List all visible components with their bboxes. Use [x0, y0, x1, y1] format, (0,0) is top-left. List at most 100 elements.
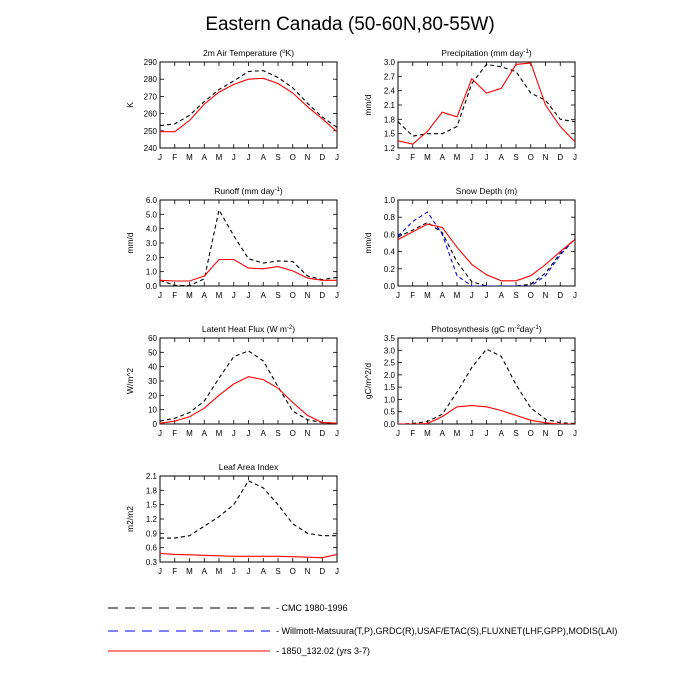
x-tick-label: O	[290, 153, 296, 162]
y-tick-label: 1.5	[384, 130, 396, 139]
panel-title: Leaf Area Index	[219, 462, 279, 472]
x-tick-label: N	[543, 429, 549, 438]
y-tick-label: 0.9	[146, 529, 158, 538]
y-tick-label: 2.0	[384, 371, 396, 380]
x-tick-label: A	[202, 153, 208, 162]
y-axis-label: K	[125, 102, 135, 108]
title-text: )	[539, 324, 542, 334]
x-tick-label: F	[410, 291, 415, 300]
series-line-1	[398, 62, 575, 145]
x-tick-label: J	[396, 291, 400, 300]
y-tick-label: 0.8	[384, 213, 396, 222]
title-text: Latent Heat Flux (W m	[202, 324, 287, 334]
y-axis-label: gC/m^2/d	[363, 363, 373, 399]
x-tick-label: M	[186, 567, 193, 576]
y-tick-label: 0.0	[146, 282, 158, 291]
y-tick-label: 5.0	[146, 210, 158, 219]
title-text: )	[292, 324, 295, 334]
y-tick-label: 6.0	[146, 196, 158, 205]
y-axis-label: mm/d	[363, 94, 373, 116]
x-tick-label: J	[335, 429, 339, 438]
y-tick-label: 280	[144, 75, 158, 84]
series-line-1	[160, 77, 337, 133]
x-tick-label: J	[232, 567, 236, 576]
panel-title: Runoff (mm day-1)	[214, 186, 283, 196]
title-text: day	[520, 324, 534, 334]
x-tick-label: O	[290, 429, 296, 438]
y-tick-label: 2.7	[384, 72, 396, 81]
x-tick-label: F	[172, 291, 177, 300]
x-tick-label: M	[454, 429, 461, 438]
legend-label-1: - Willmott-Matsuura(T,P),GRDC(R),USAF/ET…	[276, 626, 617, 636]
x-tick-label: N	[305, 291, 311, 300]
title-text: K)	[286, 48, 295, 58]
x-tick-label: J	[335, 567, 339, 576]
x-tick-label: A	[499, 429, 505, 438]
x-tick-label: N	[305, 429, 311, 438]
x-tick-label: N	[543, 153, 549, 162]
series-line-0	[160, 350, 337, 424]
x-tick-label: M	[216, 153, 223, 162]
x-tick-label: M	[186, 153, 193, 162]
series-line-0	[398, 348, 575, 424]
x-tick-label: A	[499, 153, 505, 162]
series-line-1	[160, 376, 337, 424]
x-tick-label: J	[485, 291, 489, 300]
y-tick-label: 1.0	[146, 268, 158, 277]
x-tick-label: A	[261, 153, 267, 162]
y-axis-label: mm/d	[363, 232, 373, 254]
x-tick-label: J	[573, 429, 577, 438]
y-axis-label: mm/d	[125, 232, 135, 254]
x-tick-label: M	[216, 567, 223, 576]
x-tick-label: J	[232, 291, 236, 300]
x-tick-label: M	[216, 429, 223, 438]
x-tick-label: J	[232, 429, 236, 438]
legend-label-0: - CMC 1980-1996	[276, 603, 348, 613]
legend-label-2: - 1850_132.02 (yrs 3-7)	[276, 646, 370, 656]
plot-frame	[159, 337, 338, 425]
panel-1: Precipitation (mm day-1) 1.2 1.5 1.8 2.1 2.4 2…	[363, 48, 577, 162]
x-tick-label: A	[440, 291, 446, 300]
title-text: )	[529, 48, 532, 58]
title-text: )	[280, 186, 283, 196]
x-tick-label: M	[454, 291, 461, 300]
x-tick-label: D	[557, 153, 563, 162]
x-tick-label: J	[485, 153, 489, 162]
y-tick-label: 40	[148, 363, 157, 372]
legend: - CMC 1980-1996 - Willmott-Matsuura(T,P),…	[108, 603, 617, 656]
title-superscript: -2	[514, 325, 520, 331]
series-line-1	[160, 258, 337, 282]
y-tick-label: 290	[144, 58, 158, 67]
x-tick-label: O	[528, 153, 534, 162]
y-tick-label: 0.4	[384, 248, 396, 257]
panel-title: 2m Air Temperature (oK)	[203, 48, 294, 58]
title-text: Precipitation (mm day	[441, 48, 524, 58]
y-tick-label: 0.0	[384, 282, 396, 291]
plot-frame	[159, 61, 338, 149]
x-tick-label: J	[247, 153, 251, 162]
plot-frame	[397, 337, 576, 425]
x-tick-label: M	[424, 429, 431, 438]
x-tick-label: F	[410, 153, 415, 162]
x-tick-label: A	[202, 429, 208, 438]
y-tick-label: 0.5	[384, 408, 396, 417]
y-tick-label: 0.0	[384, 420, 396, 429]
y-tick-label: 1.2	[146, 515, 158, 524]
x-tick-label: A	[499, 291, 505, 300]
panel-2: Runoff (mm day-1) 0.0 1.0 2.0 3.0 4.0 5.0 6.0 J F…	[125, 186, 339, 300]
y-tick-label: 60	[148, 334, 157, 343]
panel-0: 2m Air Temperature (oK) 240 250 260 270 280 29…	[125, 48, 339, 162]
plot-frame	[397, 61, 576, 149]
panel-title: Snow Depth (m)	[456, 186, 518, 196]
y-tick-label: 2.1	[384, 101, 396, 110]
y-tick-label: 1.2	[384, 144, 396, 153]
x-tick-label: J	[470, 153, 474, 162]
series-line-0	[160, 480, 337, 539]
y-tick-label: 10	[148, 406, 157, 415]
x-tick-label: F	[172, 153, 177, 162]
x-tick-label: J	[573, 291, 577, 300]
x-tick-label: J	[247, 429, 251, 438]
y-tick-label: 50	[148, 348, 157, 357]
x-tick-label: J	[247, 567, 251, 576]
x-tick-label: A	[261, 429, 267, 438]
